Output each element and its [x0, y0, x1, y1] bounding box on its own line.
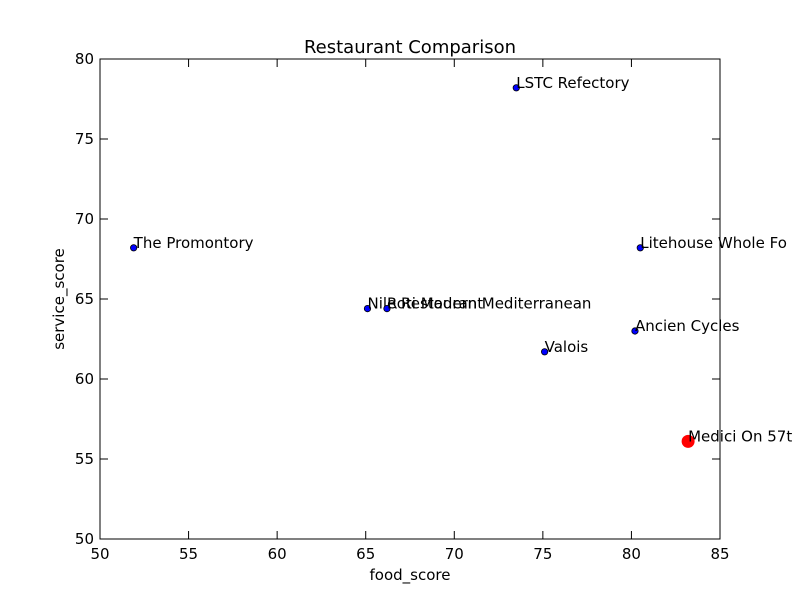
data-point — [512, 84, 520, 92]
data-point — [631, 327, 639, 335]
y-axis-label: service_score — [50, 248, 69, 350]
x-tick-label: 55 — [179, 545, 198, 563]
y-tick-label: 60 — [75, 370, 94, 388]
y-tick-label: 75 — [75, 130, 94, 148]
data-point — [363, 304, 372, 313]
data-point-label: LSTC Refectory — [516, 74, 629, 92]
y-axis-ticks: 50 55 60 65 70 75 80 — [75, 50, 720, 548]
data-points: LSTC Refectory The Promontory Litehouse Wh… — [130, 74, 792, 448]
y-tick-label: 80 — [75, 50, 94, 68]
x-tick-label: 60 — [268, 545, 287, 563]
data-point-label: Ancien Cycles — [635, 317, 740, 335]
chart-title: Restaurant Comparison — [304, 37, 516, 58]
y-tick-label: 70 — [75, 210, 94, 228]
data-point-label: Litehouse Whole Fo — [640, 234, 787, 252]
data-point-label: Medici On 57t — [688, 427, 792, 445]
x-tick-label: 70 — [445, 545, 464, 563]
data-point — [636, 244, 644, 252]
x-tick-label: 50 — [90, 545, 109, 563]
x-tick-label: 65 — [356, 545, 375, 563]
data-point-label: The Promontory — [133, 234, 254, 252]
y-tick-label: 65 — [75, 290, 94, 308]
x-tick-label: 80 — [622, 545, 641, 563]
x-axis-ticks: 50 55 60 65 70 75 80 85 — [90, 59, 730, 563]
y-tick-label: 50 — [75, 530, 94, 548]
x-tick-label: 75 — [533, 545, 552, 563]
y-tick-label: 55 — [75, 450, 94, 468]
plot-frame — [99, 58, 721, 540]
x-axis-label: food_score — [370, 566, 451, 585]
data-point-label: Roti Modern Mediterranean — [387, 295, 591, 313]
data-point — [541, 348, 549, 356]
x-tick-label: 85 — [710, 545, 729, 563]
data-point — [383, 304, 391, 313]
data-point — [130, 244, 138, 252]
highlighted-data-point — [681, 434, 695, 448]
data-point-label: Nile Restaurant — [367, 295, 483, 313]
data-point-label: Valois — [545, 338, 589, 356]
